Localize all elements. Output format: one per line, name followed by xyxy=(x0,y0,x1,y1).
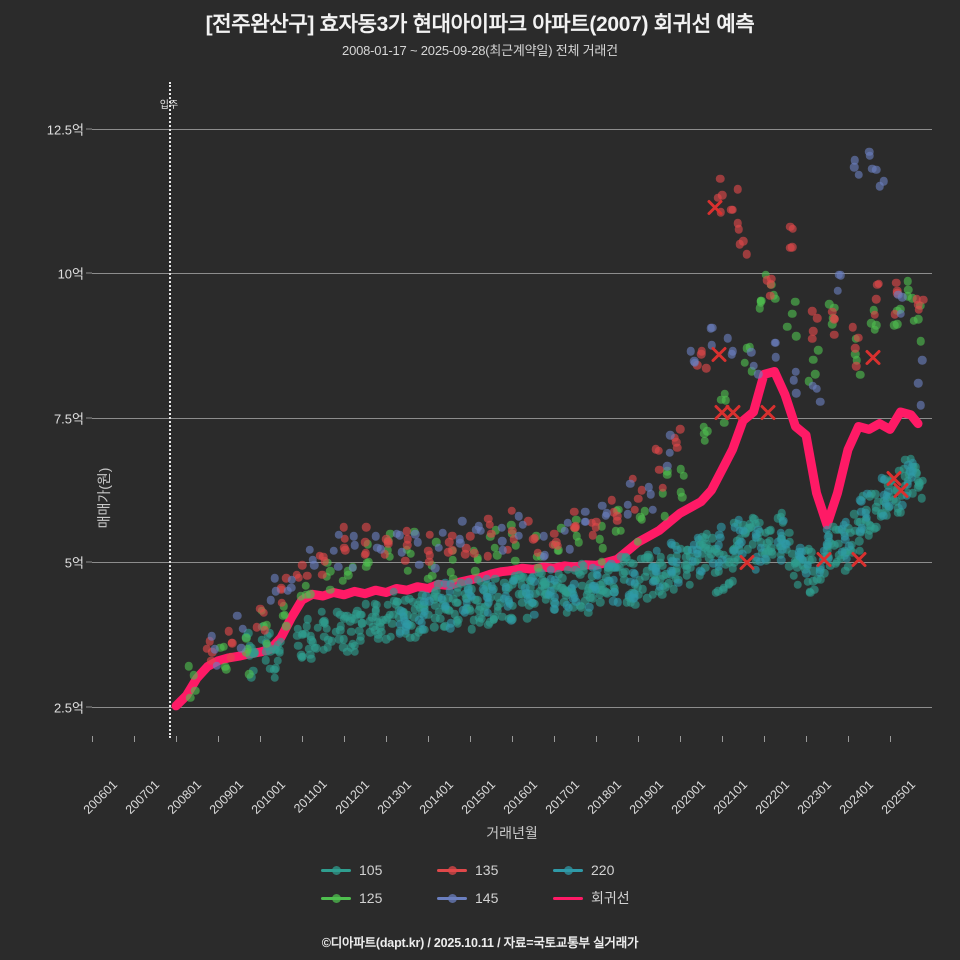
legend-label: 105 xyxy=(359,862,383,878)
x-axis-tick-label: 202201 xyxy=(752,777,793,817)
legend-label: 135 xyxy=(475,862,499,878)
legend-label: 220 xyxy=(591,862,615,878)
x-axis-tick xyxy=(260,736,261,742)
x-axis-tick xyxy=(386,736,387,742)
x-axis-tick xyxy=(596,736,597,742)
x-axis-tick xyxy=(470,736,471,742)
legend-item-220[interactable]: 220 xyxy=(553,862,639,878)
legend-item-135[interactable]: 135 xyxy=(437,862,523,878)
y-axis-tick-label: 2.5억 xyxy=(53,700,84,716)
cancelled-deal-marker xyxy=(706,198,724,221)
y-axis-tick-label: 5억 xyxy=(64,555,84,571)
x-axis-tick-label: 200601 xyxy=(80,777,121,817)
x-axis-tick-label: 201601 xyxy=(500,777,541,817)
legend-swatch-icon xyxy=(553,865,583,875)
x-axis-tick xyxy=(764,736,765,742)
x-axis-tick xyxy=(848,736,849,742)
x-axis-tick xyxy=(428,736,429,742)
x-axis-tick-label: 201801 xyxy=(584,777,625,817)
page-title: [전주완산구] 효자동3가 현대아이파크 아파트(2007) 회귀선 예측 xyxy=(205,13,755,36)
x-axis-tick xyxy=(176,736,177,742)
legend-swatch-icon xyxy=(437,893,467,903)
x-axis-tick xyxy=(890,736,891,742)
cancelled-deal-marker xyxy=(850,551,868,574)
footer-credit: ©디아파트(dapt.kr) / 2025.10.11 / 자료=국토교통부 실… xyxy=(321,936,639,950)
x-axis-tick xyxy=(722,736,723,742)
x-axis-tick xyxy=(512,736,513,742)
x-axis-tick xyxy=(344,736,345,742)
page-subtitle: 2008-01-17 ~ 2025-09-28(최근계약일) 전체 거래건 xyxy=(342,43,618,58)
regression-line xyxy=(171,367,923,711)
y-axis-tick-label: 12.5억 xyxy=(46,122,84,137)
move-in-label: 입주 xyxy=(159,100,179,111)
legend-label: 125 xyxy=(359,890,383,906)
legend-swatch-icon xyxy=(321,865,351,875)
legend-item-125[interactable]: 125 xyxy=(321,888,407,908)
x-axis-tick xyxy=(680,736,681,742)
y-axis-tick-label: 10억 xyxy=(57,266,84,282)
x-axis-tick xyxy=(554,736,555,742)
legend-label: 145 xyxy=(475,890,499,906)
cancelled-deal-marker xyxy=(710,346,728,369)
cancelled-deal-marker xyxy=(864,348,882,371)
x-axis-title: 거래년월 xyxy=(486,825,538,841)
x-axis-tick-label: 201101 xyxy=(291,776,330,816)
legend-item-회귀선[interactable]: 회귀선 xyxy=(553,888,639,908)
plot-area: 매매가(원) 2.5억 5억 7.5억 10억 12.5억 200601 200701 20… xyxy=(47,82,932,841)
x-axis-tick-label: 202001 xyxy=(668,777,709,817)
x-axis-tick xyxy=(302,736,303,742)
move-in-vline xyxy=(169,82,171,738)
regression-path xyxy=(171,367,923,711)
x-axis-tick-label: 202301 xyxy=(794,777,835,817)
x-axis-tick-label: 201501 xyxy=(458,777,499,817)
legend-label: 회귀선 xyxy=(591,890,630,906)
y-axis-tick-label: 7.5억 xyxy=(53,411,84,427)
cancelled-deal-marker xyxy=(738,554,756,577)
x-axis-tick xyxy=(806,736,807,742)
legend-item-105[interactable]: 105 xyxy=(321,862,407,878)
cancelled-deal-marker xyxy=(815,551,833,574)
x-axis-tick-label: 201001 xyxy=(248,777,289,817)
legend-swatch-icon xyxy=(553,893,583,903)
x-axis-tick-label: 200701 xyxy=(122,777,163,817)
legend-swatch-icon xyxy=(437,865,467,875)
x-axis-tick-label: 202101 xyxy=(710,777,751,817)
x-axis-tick xyxy=(638,736,639,742)
legend-item-145[interactable]: 145 xyxy=(437,888,523,908)
x-axis-tick-label: 201201 xyxy=(332,777,373,817)
x-axis-tick-label: 201701 xyxy=(542,777,583,817)
x-axis-tick-label: 201301 xyxy=(374,777,415,817)
legend-row: 105 135 220 xyxy=(321,862,639,878)
legend-swatch-icon xyxy=(321,893,351,903)
legend-row: 125 145 회귀선 xyxy=(321,888,639,908)
x-axis-tick-label: 202401 xyxy=(836,777,877,817)
x-axis-tick-label: 200901 xyxy=(206,777,247,817)
cancelled-deal-marker xyxy=(724,403,742,426)
cancelled-deal-marker xyxy=(759,403,777,426)
x-axis-tick-label: 201901 xyxy=(626,777,667,817)
cancelled-deal-marker xyxy=(892,482,910,505)
x-axis-tick-label: 201401 xyxy=(416,777,457,817)
x-axis-tick-label: 202501 xyxy=(878,777,919,817)
chart-legend: 105 135 220 125 145 회귀선 xyxy=(0,862,960,908)
x-axis-tick xyxy=(92,736,93,742)
x-axis-tick xyxy=(218,736,219,742)
x-axis-tick xyxy=(134,736,135,742)
x-axis-tick-label: 200801 xyxy=(164,777,205,817)
